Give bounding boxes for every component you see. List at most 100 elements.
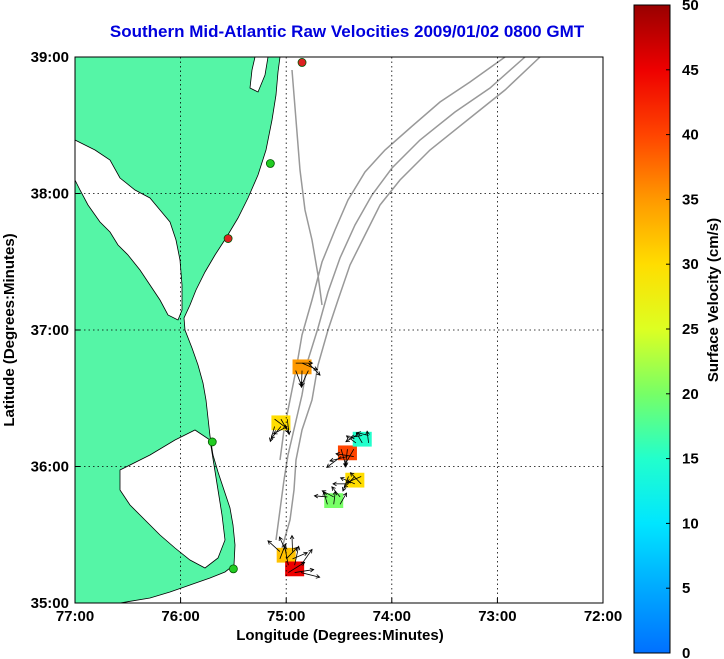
velocity-arrowhead bbox=[300, 561, 306, 567]
x-tick-label: 74:00 bbox=[373, 608, 411, 625]
colorbar bbox=[633, 4, 671, 654]
colorbar-tick-label: 25 bbox=[682, 321, 699, 338]
velocity-arrow bbox=[285, 547, 298, 560]
velocity-arrowhead bbox=[346, 479, 351, 484]
colorbar-ticks: 0 5 10 15 20 25 30 35 40 45 50 bbox=[666, 0, 699, 659]
y-axis-label: Latitude (Degrees:Minutes) bbox=[1, 233, 18, 426]
velocity-arrowhead bbox=[335, 452, 340, 457]
velocity-arrow bbox=[331, 486, 341, 498]
velocity-arrow bbox=[267, 540, 281, 552]
radar-station-marker bbox=[223, 234, 233, 243]
velocity-arrow bbox=[344, 448, 355, 465]
velocity-arrowhead bbox=[331, 486, 336, 491]
velocity-arrow bbox=[340, 477, 355, 485]
bathymetry-contour-deep bbox=[279, 57, 506, 461]
velocity-arrowhead bbox=[322, 491, 327, 496]
y-tick-label: 38:00 bbox=[31, 186, 69, 203]
velocity-arrow bbox=[346, 435, 357, 444]
velocity-arrowhead bbox=[349, 434, 355, 440]
x-tick-label: 72:00 bbox=[584, 608, 622, 625]
velocity-arrowhead bbox=[286, 430, 291, 436]
velocity-arrow bbox=[273, 426, 288, 435]
y-tick-label: 37:00 bbox=[31, 322, 69, 339]
colorbar-tick-label: 50 bbox=[682, 0, 699, 14]
velocity-field bbox=[267, 359, 372, 579]
velocity-arrow bbox=[301, 362, 318, 371]
velocity-arrowhead bbox=[278, 536, 283, 542]
velocity-arrowhead bbox=[308, 548, 313, 554]
velocity-arrow bbox=[339, 492, 347, 505]
velocity-arrowhead bbox=[313, 493, 319, 499]
chesapeake-bay bbox=[75, 139, 183, 321]
velocity-arrowhead bbox=[272, 430, 278, 435]
radar-station-marker bbox=[207, 437, 217, 447]
velocity-arrow bbox=[357, 432, 369, 436]
grid-lines bbox=[75, 57, 603, 603]
velocity-arrow bbox=[294, 546, 300, 566]
colorbar-tick-label: 5 bbox=[682, 580, 690, 597]
velocity-arrowhead bbox=[267, 540, 272, 545]
velocity-arrow bbox=[291, 535, 293, 552]
velocity-arrow bbox=[343, 476, 356, 488]
radar-station-marker bbox=[228, 564, 238, 574]
velocity-arrowhead bbox=[343, 483, 349, 489]
y-tick-label: 36:00 bbox=[31, 459, 69, 476]
velocity-arrowhead bbox=[342, 492, 347, 498]
bathymetry-contour-inner bbox=[291, 69, 323, 306]
colorbar-tick-label: 15 bbox=[682, 451, 699, 468]
velocity-arrowhead bbox=[344, 460, 349, 466]
velocity-arrowhead bbox=[326, 463, 331, 468]
velocity-arrow bbox=[294, 569, 314, 573]
velocity-arrowhead bbox=[342, 486, 347, 492]
velocity-arrow bbox=[274, 418, 288, 429]
x-tick-label: 73:00 bbox=[478, 608, 516, 625]
velocity-arrowhead bbox=[315, 574, 321, 579]
velocity-arrowhead bbox=[316, 371, 321, 376]
map-title: Southern Mid-Atlantic Raw Velocities 200… bbox=[109, 22, 585, 41]
velocity-arrowhead bbox=[365, 430, 370, 436]
velocity-arrowhead bbox=[295, 545, 301, 551]
velocity-arrow bbox=[300, 370, 309, 386]
y-tick-label: 35:00 bbox=[31, 595, 69, 612]
velocity-arrowhead bbox=[339, 476, 345, 482]
x-axis-label: Longitude (Degrees:Minutes) bbox=[236, 627, 444, 644]
velocity-arrow bbox=[280, 418, 290, 433]
velocity-arrowhead bbox=[300, 381, 305, 387]
velocity-arrow bbox=[335, 453, 354, 457]
velocity-arrow bbox=[288, 562, 305, 573]
pamlico-sound bbox=[119, 429, 226, 569]
radar-stations bbox=[207, 58, 307, 574]
colorbar-label: Surface Velocity (cm/s) bbox=[705, 218, 722, 382]
velocity-arrowhead bbox=[269, 437, 274, 443]
velocity-arrowhead bbox=[303, 551, 309, 557]
velocity-patch bbox=[345, 472, 365, 488]
velocity-arrowhead bbox=[309, 567, 315, 573]
colorbar-tick-label: 20 bbox=[682, 386, 699, 403]
colorbar-tick-label: 0 bbox=[682, 645, 690, 659]
x-tick-label: 77:00 bbox=[56, 608, 94, 625]
x-tick-label: 75:00 bbox=[267, 608, 305, 625]
velocity-arrow bbox=[356, 432, 363, 444]
velocity-arrow bbox=[300, 572, 320, 578]
delaware-bay bbox=[249, 57, 269, 93]
velocity-arrowhead bbox=[332, 490, 338, 496]
velocity-arrowhead bbox=[345, 435, 351, 440]
velocity-arrow bbox=[295, 370, 303, 387]
velocity-arrow bbox=[292, 552, 308, 560]
y-tick-label: 39:00 bbox=[31, 49, 69, 66]
velocity-arrowhead bbox=[270, 434, 276, 440]
bathymetry-contour-shelf bbox=[281, 57, 541, 549]
velocity-arrowhead bbox=[345, 438, 350, 443]
velocity-arrowhead bbox=[329, 457, 334, 463]
velocity-patch bbox=[324, 493, 344, 509]
x-tick-label: 76:00 bbox=[161, 608, 199, 625]
velocity-arrow bbox=[323, 491, 328, 505]
velocity-arrowhead bbox=[343, 463, 348, 468]
velocity-arrow bbox=[333, 491, 336, 505]
colorbar-tick-label: 45 bbox=[682, 62, 699, 79]
velocity-arrow bbox=[284, 546, 289, 566]
colorbar-tick-label: 40 bbox=[682, 127, 699, 144]
velocity-arrowhead bbox=[355, 431, 360, 437]
velocity-arrowhead bbox=[332, 481, 337, 487]
